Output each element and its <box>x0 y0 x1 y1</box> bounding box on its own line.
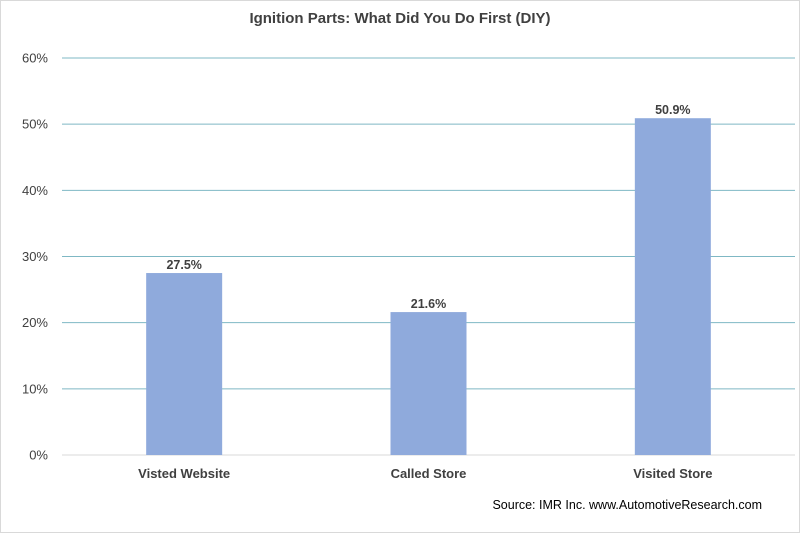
y-tick-label: 50% <box>22 117 48 132</box>
data-label: 27.5% <box>166 258 201 272</box>
y-tick-label: 60% <box>22 51 48 66</box>
bar <box>390 312 467 455</box>
y-tick-label: 0% <box>29 448 48 463</box>
y-tick-label: 40% <box>22 183 48 198</box>
x-category-label: Visited Store <box>633 466 712 481</box>
data-label: 21.6% <box>411 297 446 311</box>
chart-title: Ignition Parts: What Did You Do First (D… <box>249 10 551 27</box>
data-label: 50.9% <box>655 103 690 117</box>
y-tick-label: 30% <box>22 249 48 264</box>
bar <box>634 118 711 455</box>
x-category-label: Called Store <box>391 466 467 481</box>
bar <box>146 273 223 455</box>
y-tick-label: 20% <box>22 315 48 330</box>
x-category-label: Visted Website <box>138 466 230 481</box>
y-tick-label: 10% <box>22 381 48 396</box>
source-note: Source: IMR Inc. www.AutomotiveResearch.… <box>492 498 762 512</box>
